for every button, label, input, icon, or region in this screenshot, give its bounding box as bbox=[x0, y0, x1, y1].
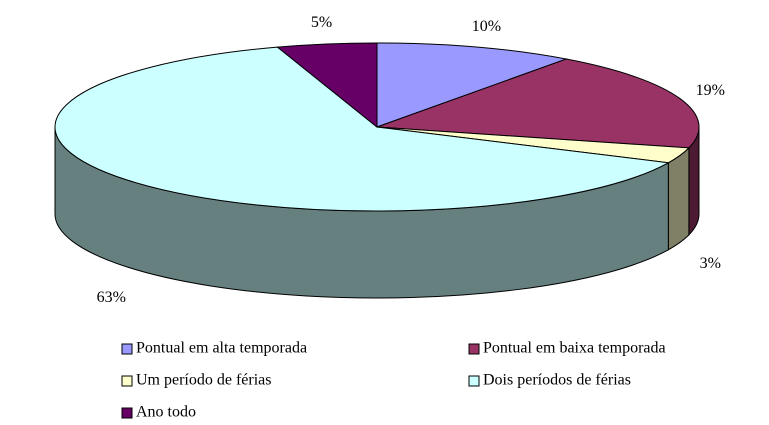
data-label: 5% bbox=[311, 14, 332, 31]
slice bbox=[376, 42, 569, 128]
legend-swatch bbox=[121, 343, 133, 355]
legend-label: Um período de férias bbox=[136, 372, 272, 389]
legend-label: Ano todo bbox=[136, 404, 196, 421]
legend-swatch bbox=[121, 407, 133, 419]
legend-label: Pontual em alta temporada bbox=[136, 340, 307, 357]
slice bbox=[376, 58, 700, 149]
data-label: 19% bbox=[696, 82, 725, 99]
data-label: 10% bbox=[472, 18, 501, 35]
legend-swatch bbox=[121, 375, 133, 387]
legend-swatch bbox=[468, 375, 480, 387]
slice bbox=[54, 46, 670, 212]
legend-label: Dois períodos de férias bbox=[483, 372, 631, 389]
slice-side bbox=[667, 146, 690, 251]
legend-swatch bbox=[468, 343, 480, 355]
data-label: 63% bbox=[97, 289, 126, 306]
legend-label: Pontual em baixa temporada bbox=[483, 340, 666, 357]
data-label: 3% bbox=[700, 255, 721, 272]
slice bbox=[276, 42, 378, 129]
